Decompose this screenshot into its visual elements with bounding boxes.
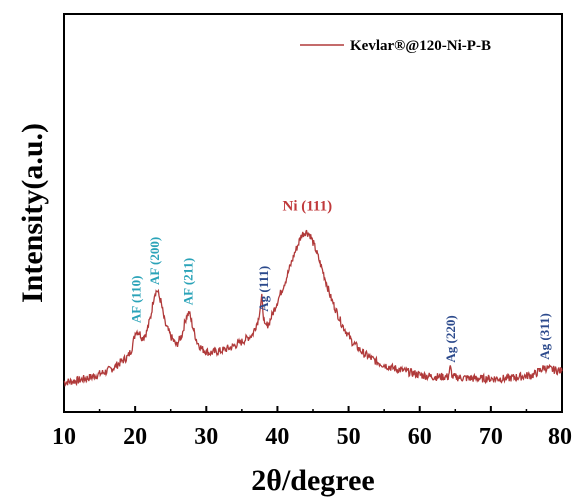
x-tick-label: 40 xyxy=(265,424,289,450)
series-line-kevlar xyxy=(63,229,563,388)
x-tick-label: 80 xyxy=(548,424,572,450)
peak-label: Ag (220) xyxy=(443,315,458,362)
peak-label: AF (200) xyxy=(147,237,162,285)
x-tick-label: 70 xyxy=(479,424,503,450)
legend-label: Kevlar®@120-Ni-P-B xyxy=(350,38,491,54)
y-axis-title: Intensity(a.u.) xyxy=(16,123,49,303)
x-tick-label: 50 xyxy=(337,424,361,450)
peak-label: AF (110) xyxy=(129,276,144,324)
peak-label: AF (211) xyxy=(181,258,196,306)
legend: Kevlar®@120-Ni-P-B xyxy=(300,38,491,54)
x-axis-ticks: 10 20 30 40 50 60 70 80 xyxy=(52,406,572,450)
peak-label: Ag (111) xyxy=(256,266,271,312)
peak-label: Ag (311) xyxy=(537,313,552,360)
x-tick-label: 20 xyxy=(123,424,147,450)
x-tick-label: 10 xyxy=(52,424,76,450)
x-tick-label: 60 xyxy=(408,424,432,450)
x-tick-label: 30 xyxy=(194,424,218,450)
x-axis-title: 2θ/degree xyxy=(251,464,374,497)
peak-label: Ni (111) xyxy=(283,199,333,215)
peak-annotations: AF (110)AF (200) AF (211) Ag (111) Ni (111)… xyxy=(129,199,552,363)
